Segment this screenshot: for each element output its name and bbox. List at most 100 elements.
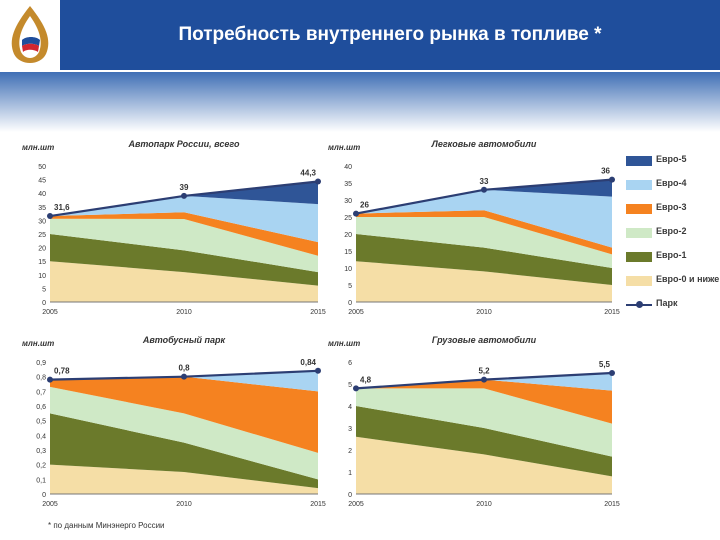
area-Евро-0 и ниже (356, 436, 612, 494)
area-Евро-5 (356, 179, 612, 214)
park-value-label: 0,8 (178, 364, 190, 373)
x-tick-label: 2005 (348, 309, 364, 316)
y-tick-label: 5 (348, 382, 352, 389)
y-tick-label: 0,2 (36, 463, 46, 470)
chart-legend: Евро-5 Евро-4 Евро-3 Евро-2 Евро-1 Евро-0 и н… (620, 148, 719, 324)
y-tick-label: 4 (348, 404, 352, 411)
y-tick-label: 0,8 (36, 375, 46, 382)
y-tick-label: 0,6 (36, 404, 46, 411)
y-tick-label: 10 (38, 273, 46, 280)
park-point (353, 385, 359, 392)
chart-svg: Автопарк России, всего млн.шт 0 5 10 15 20 25 30… (22, 139, 326, 316)
y-tick-label: 1 (348, 470, 352, 477)
area-Евро-0 и ниже (356, 261, 612, 302)
park-point (315, 178, 321, 185)
legend-label: Парк (656, 298, 678, 308)
area-Евро-1 (356, 234, 612, 285)
y-tick-label: 0 (42, 492, 46, 499)
x-tick-label: 2015 (310, 309, 326, 316)
chart-panel-cars: Легковые автомобили млн.шт 0 5 10 15 20 25 30 35 4… (326, 134, 620, 324)
logo-icon (11, 6, 49, 63)
header-gradient (0, 72, 720, 132)
park-point (315, 367, 321, 374)
park-point (481, 186, 487, 193)
park-value-label: 26 (360, 201, 369, 210)
area-Евро-1 (50, 234, 318, 286)
chart-panel-buses: Автобусный парк млн.шт 0 0,1 0,2 0,3 0,4 0,5 0,6… (20, 330, 326, 516)
area-Евро-3 (356, 379, 612, 424)
area-Евро-4 (356, 189, 612, 248)
x-tick-label: 2005 (42, 501, 58, 508)
legend-item: Парк (626, 298, 716, 312)
y-axis-label: млн.шт (328, 339, 360, 348)
y-tick-label: 5 (42, 286, 46, 293)
y-tick-label: 50 (38, 164, 46, 171)
legend-label: Евро-2 (656, 226, 687, 236)
y-tick-label: 0,3 (36, 448, 46, 455)
y-tick-label: 5 (348, 283, 352, 290)
park-value-label: 44,3 (300, 169, 316, 178)
x-tick-label: 2010 (476, 501, 492, 508)
chart-title: Автопарк России, всего (128, 139, 240, 149)
area-Евро-4 (50, 195, 318, 243)
area-Евро-3 (50, 212, 318, 256)
y-tick-label: 2 (348, 448, 352, 455)
park-point (609, 176, 615, 183)
header-bar: Потребность внутреннего рынка в топливе … (0, 0, 720, 70)
y-tick-label: 45 (38, 178, 46, 185)
footnote: * по данным Минэнерго России (48, 521, 165, 530)
x-tick-label: 2015 (604, 309, 620, 316)
y-tick-label: 40 (344, 164, 352, 171)
x-tick-label: 2005 (42, 309, 58, 316)
legend-item: Евро-5 (626, 154, 716, 168)
area-Евро-3 (356, 210, 612, 255)
legend-item: Евро-1 (626, 250, 716, 264)
area-Евро-2 (356, 217, 612, 268)
area-Евро-5 (50, 181, 318, 217)
y-tick-label: 0 (348, 300, 352, 307)
y-tick-label: 20 (344, 232, 352, 239)
y-tick-label: 25 (38, 232, 46, 239)
park-point (353, 210, 359, 217)
chart-panel-total: Автопарк России, всего млн.шт 0 5 10 15 20 25 30… (20, 134, 326, 324)
area-Евро-4 (50, 370, 318, 392)
x-tick-label: 2010 (176, 309, 192, 316)
x-tick-label: 2005 (348, 501, 364, 508)
y-tick-label: 35 (344, 181, 352, 188)
y-axis-label: млн.шт (22, 143, 54, 152)
park-value-label: 36 (601, 167, 610, 176)
chart-title: Грузовые автомобили (432, 335, 537, 345)
park-value-label: 4,8 (360, 375, 372, 384)
y-tick-label: 35 (38, 205, 46, 212)
chart-svg: Грузовые автомобили млн.шт 0 1 2 3 4 5 6 2005 2010… (328, 335, 620, 508)
chart-title: Автобусный парк (142, 335, 226, 345)
legend-swatch (626, 204, 652, 214)
y-tick-label: 40 (38, 191, 46, 198)
area-Евро-2 (50, 218, 318, 273)
park-value-label: 5,2 (478, 367, 490, 376)
park-value-label: 33 (480, 177, 489, 186)
y-tick-label: 0,4 (36, 433, 46, 440)
x-tick-label: 2015 (310, 501, 326, 508)
logo (0, 0, 60, 70)
x-tick-label: 2010 (476, 309, 492, 316)
y-tick-label: 25 (344, 215, 352, 222)
legend-item: Евро-2 (626, 226, 716, 240)
area-Евро-2 (356, 388, 612, 457)
area-Евро-0 и ниже (50, 464, 318, 494)
chart-svg: Легковые автомобили млн.шт 0 5 10 15 20 25 30 35 4… (328, 139, 620, 316)
y-tick-label: 30 (38, 218, 46, 225)
park-point (47, 376, 53, 383)
chart-panel-trucks: Грузовые автомобили млн.шт 0 1 2 3 4 5 6 2005 2010… (326, 330, 620, 516)
legend-swatch (626, 180, 652, 190)
legend-swatch (626, 156, 652, 166)
y-tick-label: 3 (348, 426, 352, 433)
y-tick-label: 0 (348, 492, 352, 499)
chart-title: Легковые автомобили (431, 139, 537, 149)
park-value-label: 39 (180, 183, 189, 192)
legend-dot-swatch (636, 301, 643, 308)
y-tick-label: 0,9 (36, 360, 46, 367)
legend-item: Евро-0 и ниже (626, 274, 719, 288)
y-tick-label: 15 (38, 259, 46, 266)
park-value-label: 0,78 (54, 367, 70, 376)
